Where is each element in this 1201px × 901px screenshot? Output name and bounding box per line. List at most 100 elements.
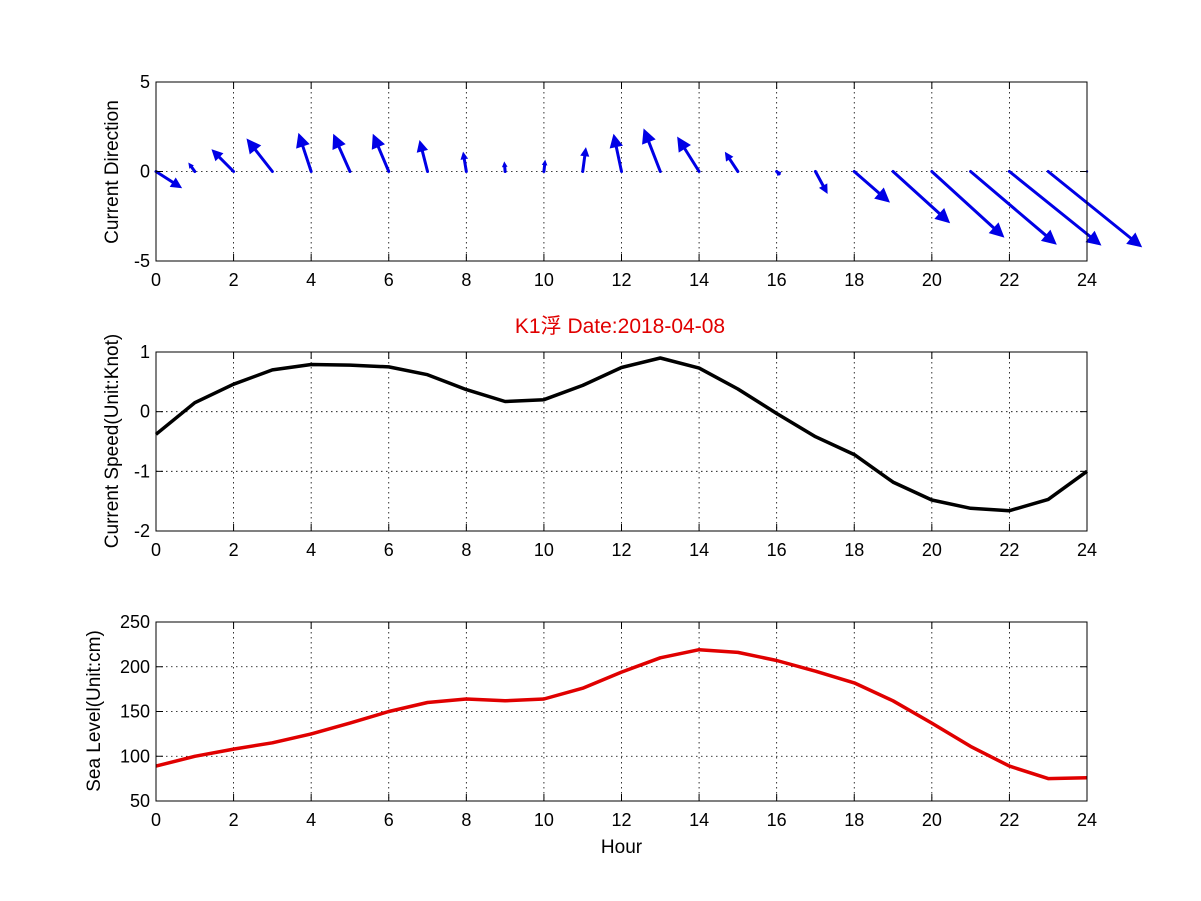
quiver-shaft xyxy=(1007,170,1092,239)
quiver-shaft xyxy=(376,145,391,173)
quiver-shaft xyxy=(727,157,740,173)
quiver-shaft xyxy=(420,149,430,173)
quiver-shaft xyxy=(337,145,352,173)
quiver-arrow xyxy=(211,149,236,173)
x-tick-label: 2 xyxy=(229,270,239,290)
y-tick-label: 250 xyxy=(120,612,150,632)
quiver-head xyxy=(211,149,224,162)
quiver-arrow xyxy=(775,170,782,177)
quiver-head xyxy=(642,128,656,145)
quiver-arrow xyxy=(332,133,352,173)
quiver-shaft xyxy=(154,170,175,184)
quiver-arrow xyxy=(296,132,313,173)
quiver-shaft xyxy=(189,165,197,173)
y-tick-label: 150 xyxy=(120,702,150,722)
quiver-arrow xyxy=(813,170,828,194)
quiver-head xyxy=(580,147,590,157)
quiver-head xyxy=(541,159,548,166)
quiver-arrow xyxy=(1007,170,1102,246)
y-tick-label: 5 xyxy=(140,72,150,92)
quiver-shaft xyxy=(930,170,996,230)
y-tick-label: 50 xyxy=(130,791,150,811)
quiver-arrow xyxy=(852,170,891,203)
quiver-shaft xyxy=(1046,170,1133,241)
quiver-arrow xyxy=(609,133,623,173)
quiver-shaft xyxy=(852,170,881,195)
x-tick-label: 22 xyxy=(999,810,1019,830)
x-tick-label: 16 xyxy=(767,810,787,830)
x-tick-label: 8 xyxy=(461,270,471,290)
quiver-head xyxy=(332,133,346,150)
y-axis-label: Current Direction xyxy=(102,100,123,244)
x-tick-label: 8 xyxy=(461,540,471,560)
y-tick-label: 1 xyxy=(140,342,150,362)
x-tick-label: 22 xyxy=(999,540,1019,560)
x-tick-label: 0 xyxy=(151,810,161,830)
quiver-arrow xyxy=(642,128,662,173)
x-tick-label: 6 xyxy=(384,270,394,290)
y-tick-label: -1 xyxy=(134,461,150,481)
x-tick-label: 10 xyxy=(534,540,554,560)
x-tick-label: 18 xyxy=(844,270,864,290)
x-tick-label: 18 xyxy=(844,540,864,560)
quiver-shaft xyxy=(301,144,313,173)
y-axis-label: Sea Level(Unit:cm) xyxy=(84,630,105,792)
x-tick-label: 22 xyxy=(999,270,1019,290)
x-tick-label: 16 xyxy=(767,270,787,290)
series-line xyxy=(155,647,1088,781)
x-tick-label: 14 xyxy=(689,810,709,830)
quiver-arrow xyxy=(969,170,1057,245)
quiver-arrow xyxy=(930,170,1005,238)
x-tick-label: 8 xyxy=(461,810,471,830)
quiver-shaft xyxy=(217,155,236,173)
x-tick-label: 4 xyxy=(306,270,316,290)
quiver-arrow xyxy=(541,159,548,173)
x-tick-label: 18 xyxy=(844,810,864,830)
x-tick-label: 12 xyxy=(611,810,631,830)
quiver-head xyxy=(988,222,1005,238)
x-tick-label: 6 xyxy=(384,540,394,560)
x-tick-label: 20 xyxy=(922,540,942,560)
quiver-arrow xyxy=(891,170,951,224)
quiver-arrow xyxy=(460,151,469,173)
quiver-head xyxy=(460,151,469,160)
x-tick-label: 4 xyxy=(306,810,316,830)
quiver-arrow xyxy=(416,139,430,173)
x-tick-label: 14 xyxy=(689,540,709,560)
x-tick-label: 24 xyxy=(1077,810,1097,830)
x-tick-label: 16 xyxy=(767,540,787,560)
quiver-arrow xyxy=(501,161,508,173)
quiver-shaft xyxy=(614,145,623,173)
quiver-head xyxy=(934,208,951,224)
quiver-head xyxy=(371,133,386,150)
y-tick-label: 0 xyxy=(140,162,150,182)
quiver-shaft xyxy=(683,146,701,173)
x-tick-label: 12 xyxy=(611,270,631,290)
y-axis-label: Current Speed(Unit:Knot) xyxy=(102,334,123,548)
x-tick-label: 10 xyxy=(534,270,554,290)
y-tick-label: -5 xyxy=(134,251,150,271)
quiver-head xyxy=(818,183,828,194)
quiver-arrow xyxy=(371,133,391,173)
quiver-head xyxy=(724,151,734,162)
series-line xyxy=(154,356,1089,513)
y-tick-label: 100 xyxy=(120,746,150,766)
x-tick-label: 20 xyxy=(922,810,942,830)
y-tick-label: -2 xyxy=(134,521,150,541)
quiver-shaft xyxy=(253,148,274,173)
quiver-arrow xyxy=(724,151,740,173)
quiver-head xyxy=(1085,230,1102,246)
quiver-head xyxy=(775,170,782,177)
quiver-head xyxy=(677,136,691,153)
quiver-head xyxy=(609,133,623,149)
quiver-arrow xyxy=(246,138,274,173)
chart-title: K1浮 Date:2018-04-08 xyxy=(515,315,725,338)
y-tick-label: 0 xyxy=(140,402,150,422)
quiver-head xyxy=(296,132,310,149)
x-axis-label: Hour xyxy=(601,837,643,858)
